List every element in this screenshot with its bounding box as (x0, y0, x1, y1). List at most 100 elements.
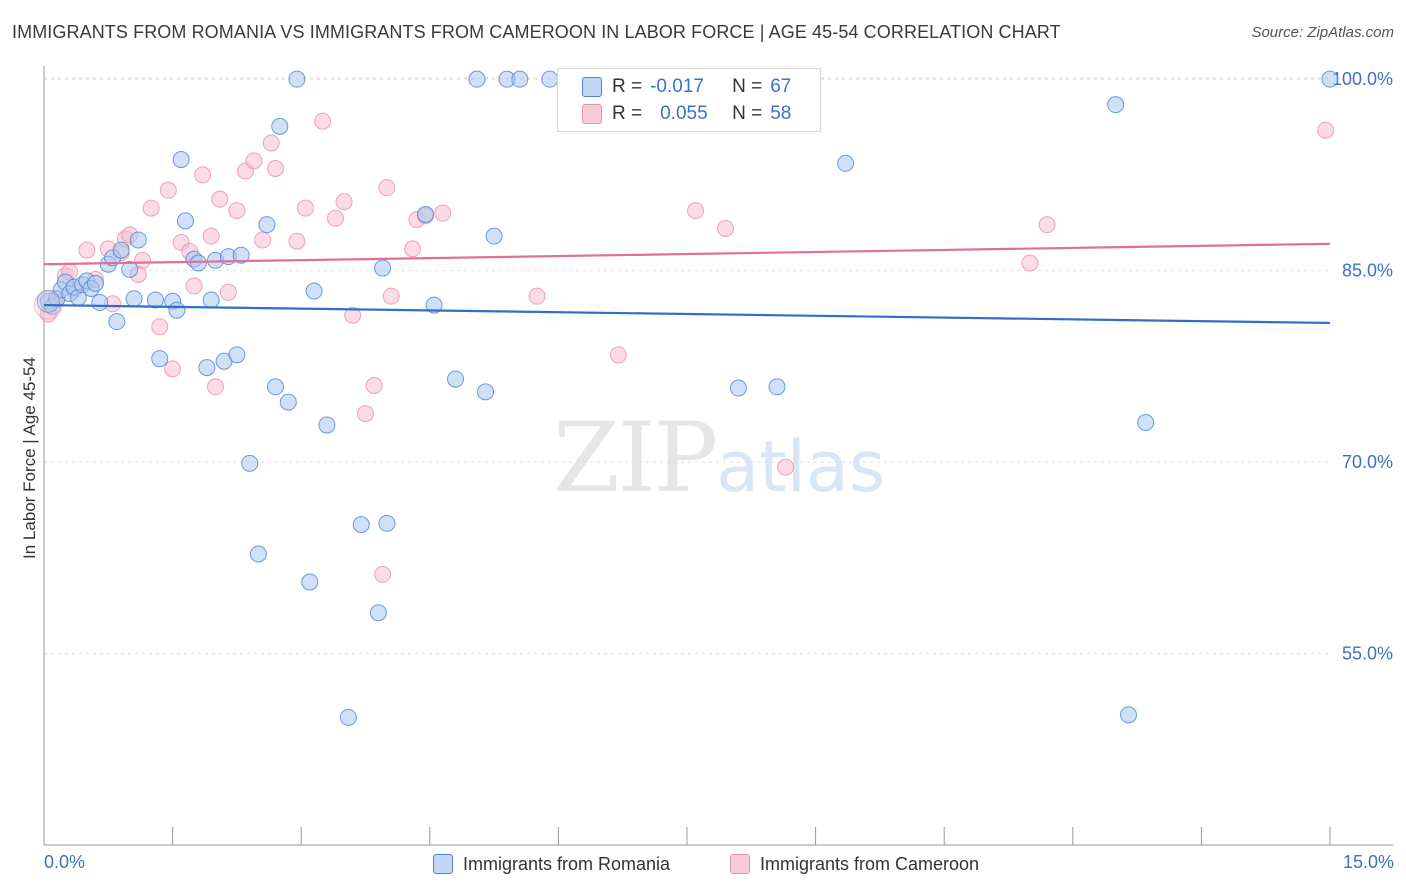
cameroon-point-37 (344, 306, 362, 324)
romania-point-25 (176, 212, 194, 230)
cameroon-point-24 (211, 190, 229, 208)
romania-n-label: N = (732, 76, 763, 97)
legend-item-romania: Immigrants from Romania (433, 851, 670, 877)
cameroon-point-46 (434, 204, 452, 222)
romania-point-43 (305, 282, 323, 300)
romania-point-60 (768, 378, 786, 396)
romania-point-65 (1321, 70, 1339, 88)
cameroon-point-33 (296, 199, 314, 217)
romania-r-label: R = (612, 76, 643, 97)
romania-point-36 (249, 545, 267, 563)
romania-n-value: 67 (770, 76, 792, 97)
cameroon-r-value: 0.055 (660, 103, 708, 124)
cameroon-point-48 (609, 346, 627, 364)
cameroon-point-49 (687, 202, 705, 220)
watermark-atlas: atlas (716, 426, 886, 508)
romania-cluster-point (36, 289, 60, 313)
romania-point-58 (541, 70, 559, 88)
romania-point-40 (279, 393, 297, 411)
romania-point-42 (301, 573, 319, 591)
cameroon-point-52 (1021, 254, 1039, 272)
romania-point-50 (417, 205, 435, 223)
romania-point-55 (485, 227, 503, 245)
watermark-zip: ZIP (553, 402, 718, 514)
romania-point-23 (168, 301, 186, 319)
romania-point-28 (198, 359, 216, 377)
cameroon-point-34 (314, 112, 332, 130)
romania-point-49 (378, 514, 396, 532)
romania-point-15 (108, 313, 126, 331)
romania-point-52 (447, 370, 465, 388)
romania-point-51 (425, 296, 443, 314)
cameroon-point-36 (335, 193, 353, 211)
cameroon-swatch (582, 104, 602, 124)
legend-row-romania: R = -0.017 N = 67 (582, 74, 791, 100)
romania-point-12 (91, 294, 109, 312)
legend-row-cameroon: R = 0.055 N = 58 (582, 101, 791, 127)
cameroon-point-51 (777, 458, 795, 476)
romania-point-29 (202, 291, 220, 309)
romania-point-44 (318, 416, 336, 434)
romania-point-39 (271, 117, 289, 135)
romania-point-34 (232, 246, 250, 264)
romania-point-62 (1107, 96, 1125, 114)
chart-title: IMMIGRANTS FROM ROMANIA VS IMMIGRANTS FR… (12, 22, 1061, 42)
cameroon-trend-line (43, 242, 1331, 266)
cameroon-point-41 (378, 179, 396, 197)
romania-point-21 (151, 350, 169, 368)
y-tick-label-85: 85.0% (1342, 261, 1393, 281)
watermark: ZIPatlas (553, 402, 885, 514)
cameroon-r-label: R = (612, 103, 643, 124)
romania-point-54 (477, 383, 495, 401)
romania-point-37 (258, 216, 276, 234)
legend-item-cameroon: Immigrants from Cameroon (730, 851, 979, 877)
cameroon-point-13 (134, 251, 152, 269)
y-tick-label-100: 100.0% (1332, 69, 1393, 89)
romania-point-33 (228, 346, 246, 364)
legend-romania-swatch (433, 854, 453, 874)
cameroon-point-32 (288, 232, 306, 250)
cameroon-point-21 (194, 166, 212, 184)
romania-point-53 (468, 70, 486, 88)
cameroon-point-38 (357, 405, 374, 423)
cameroon-point-30 (262, 134, 280, 152)
cameroon-point-14 (142, 199, 160, 217)
cameroon-point-16 (159, 181, 177, 199)
romania-point-18 (125, 290, 143, 308)
romania-r-value: -0.017 (650, 76, 704, 97)
romania-point-11 (86, 274, 104, 292)
cameroon-point-29 (254, 231, 272, 249)
cameroon-point-35 (326, 209, 344, 227)
cameroon-point-53 (1038, 216, 1056, 234)
y-tick-label-70: 70.0% (1342, 452, 1393, 472)
romania-point-57 (511, 70, 529, 88)
romania-point-45 (339, 708, 357, 726)
cameroon-n-value: 58 (770, 103, 792, 124)
romania-point-47 (369, 604, 387, 622)
cameroon-point-20 (185, 277, 203, 295)
cameroon-point-43 (404, 240, 422, 258)
romania-point-59 (729, 379, 747, 397)
cameroon-point-40 (374, 565, 392, 583)
cameroon-point-15 (151, 318, 169, 336)
romania-trend-line (43, 303, 1331, 325)
cameroon-point-17 (164, 360, 182, 378)
cameroon-point-5 (78, 241, 96, 259)
romania-point-41 (288, 70, 306, 88)
romania-point-24 (172, 151, 190, 169)
romania-point-35 (241, 454, 259, 472)
legend-romania-label: Immigrants from Romania (463, 853, 671, 874)
cameroon-point-22 (202, 227, 220, 245)
cameroon-point-50 (717, 219, 735, 237)
romania-point-64 (1137, 414, 1155, 432)
cameroon-point-26 (228, 202, 246, 220)
cameroon-point-42 (382, 287, 400, 305)
romania-point-61 (837, 154, 855, 172)
x-tick-label-min: 0.0% (44, 852, 86, 872)
romania-point-19 (129, 231, 147, 249)
legend-cameroon-swatch (730, 854, 750, 874)
romania-swatch (582, 77, 602, 97)
romania-point-46 (352, 516, 370, 534)
cameroon-point-31 (266, 159, 284, 177)
cameroon-n-label: N = (732, 103, 763, 124)
